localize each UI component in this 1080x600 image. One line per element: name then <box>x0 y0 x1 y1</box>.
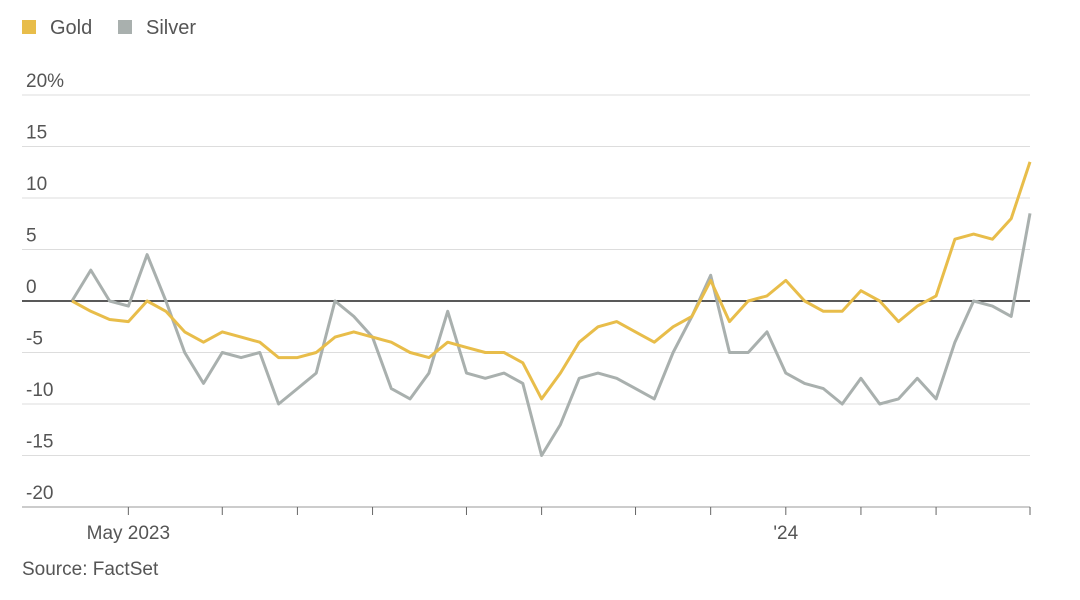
series-line <box>71 161 1032 401</box>
y-tick-label: 10 <box>26 174 47 195</box>
legend-label: Gold <box>50 17 92 39</box>
y-tick-label: -15 <box>26 432 53 453</box>
y-tick-label: 15 <box>26 123 47 144</box>
legend-swatch <box>22 20 36 34</box>
y-tick-label: 20% <box>26 71 64 92</box>
series-line <box>70 213 1032 457</box>
y-tick-label: -10 <box>26 380 53 401</box>
legend-label: Silver <box>146 17 196 39</box>
x-tick-label: '24 <box>773 523 798 544</box>
y-tick-label: 0 <box>26 277 37 298</box>
source-note: Source: FactSet <box>22 559 159 580</box>
legend-swatch <box>118 20 132 34</box>
x-tick-label: May 2023 <box>87 523 170 544</box>
y-tick-label: -5 <box>26 329 43 350</box>
y-tick-label: 5 <box>26 226 37 247</box>
y-tick-label: -20 <box>26 483 53 504</box>
